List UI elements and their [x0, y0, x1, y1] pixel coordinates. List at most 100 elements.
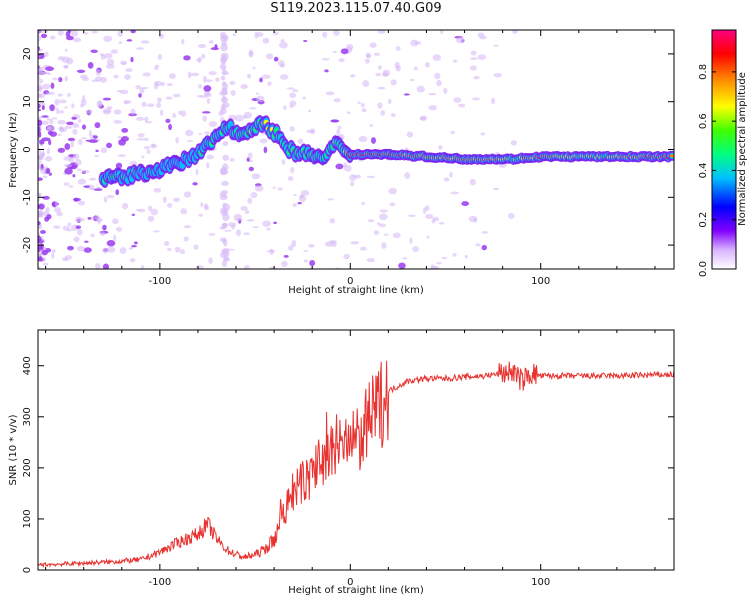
- spectrogram-noise-blob: [327, 198, 335, 201]
- spectrogram-artifact-blob: [220, 52, 226, 61]
- spectrogram-noise-blob: [141, 155, 145, 159]
- spectrogram-noise-blob: [409, 237, 413, 244]
- spectrogram-ridge: [98, 115, 674, 188]
- spectrogram-noise-blob: [42, 262, 49, 266]
- spectrogram-noise-blob: [252, 66, 256, 70]
- spectrogram-noise-blob: [255, 92, 260, 95]
- spectrogram-noise-blob: [181, 38, 185, 45]
- spectrogram-noise-blob: [87, 61, 94, 69]
- spectrogram-artifact-blob: [222, 141, 229, 146]
- spectrogram-noise-blob: [106, 246, 116, 253]
- spectrogram-noise-blob: [360, 246, 367, 251]
- spectrogram-noise-blob: [48, 172, 52, 176]
- spectrogram-noise-blob: [283, 105, 287, 111]
- spectrogram-noise-blob: [112, 218, 119, 225]
- spectrogram-noise-blob: [122, 202, 129, 210]
- spectrogram-noise-blob: [38, 93, 46, 99]
- spectrogram-noise-blob: [248, 166, 254, 172]
- spectrogram-noise-blob: [292, 203, 298, 208]
- spectrogram-noise-blob: [118, 41, 123, 45]
- spectrogram-noise-blob: [464, 254, 468, 259]
- spectrogram-noise-blob: [493, 73, 503, 78]
- spectrogram-noise-blob: [350, 73, 356, 78]
- spectrogram-y-tick-label: 0: [22, 146, 33, 152]
- spectrogram-noise-blob: [53, 225, 61, 229]
- spectrogram-artifact-blob: [221, 102, 230, 108]
- spectrogram-y-tick-label: 20: [22, 48, 33, 61]
- spectrogram-noise-blob: [287, 176, 294, 181]
- spectrogram-noise-blob: [175, 137, 179, 144]
- spectrogram-noise-blob: [39, 139, 45, 145]
- spectrogram-noise-blob: [140, 264, 145, 269]
- spectrogram-noise-blob: [76, 168, 82, 172]
- spectrogram-noise-blob: [140, 40, 150, 44]
- spectrogram-noise-blob: [81, 169, 90, 174]
- spectrogram-noise-blob: [102, 108, 112, 115]
- spectrogram-x-tick-label: 100: [531, 276, 550, 287]
- spectrogram-noise-blob: [147, 215, 155, 222]
- spectrogram-noise-blob: [38, 203, 45, 210]
- spectrogram-noise-blob: [82, 32, 89, 35]
- spectrogram-noise-blob: [76, 69, 86, 73]
- spectrogram-artifact-blob: [221, 95, 227, 103]
- spectrogram-noise-blob: [349, 174, 357, 182]
- spectrogram-noise-blob: [113, 74, 119, 79]
- spectrogram-noise-blob: [49, 118, 54, 125]
- spectrogram-noise-blob: [378, 65, 382, 70]
- spectrogram-noise-blob: [104, 52, 113, 59]
- spectrogram-noise-blob: [452, 252, 457, 257]
- spectrogram-noise-blob: [38, 30, 44, 34]
- spectrogram-noise-blob: [52, 77, 58, 81]
- spectrogram-noise-blob: [106, 240, 116, 247]
- spectrogram-noise-blob: [42, 175, 48, 179]
- spectrogram-noise-blob: [105, 63, 115, 69]
- spectrogram-noise-blob: [240, 84, 248, 90]
- spectrogram-noise-blob: [361, 201, 366, 205]
- spectrogram-artifact-blob: [222, 154, 229, 161]
- spectrogram-noise-blob: [166, 83, 173, 87]
- spectrogram-noise-blob: [131, 213, 135, 217]
- snr-y-tick-label: 200: [22, 458, 33, 477]
- spectrogram-noise-blob: [235, 114, 244, 122]
- spectrogram-noise-blob: [38, 89, 42, 93]
- spectrogram-noise-blob: [436, 80, 442, 87]
- spectrogram-noise-blob: [38, 78, 44, 84]
- spectrogram-noise-blob: [126, 39, 133, 42]
- spectrogram-noise-blob: [58, 76, 63, 83]
- spectrogram-noise-blob: [402, 257, 408, 260]
- spectrogram-noise-blob: [153, 82, 159, 90]
- spectrogram-noise-blob: [106, 58, 115, 66]
- spectrogram-noise-blob: [412, 245, 419, 253]
- spectrogram-noise-blob: [151, 143, 155, 148]
- spectrogram-noise-blob: [208, 40, 214, 44]
- spectrogram-noise-blob: [78, 138, 83, 146]
- spectrogram-noise-blob: [106, 195, 115, 199]
- spectrogram-noise-blob: [38, 235, 42, 243]
- spectrogram-noise-blob: [80, 98, 87, 106]
- spectrogram-noise-blob: [100, 147, 108, 154]
- spectrogram-noise-blob: [195, 168, 199, 176]
- spectrogram-noise-blob: [229, 80, 236, 85]
- spectrogram-noise-blob: [247, 197, 253, 204]
- spectrogram-noise-blob: [41, 33, 48, 39]
- spectrogram-noise-blob: [392, 232, 401, 239]
- spectrogram-noise-blob: [172, 197, 181, 202]
- spectrogram-artifact-blob: [220, 35, 227, 42]
- spectrogram-artifact-blob: [220, 75, 226, 81]
- spectrogram-noise-blob: [416, 85, 425, 93]
- spectrogram-noise-blob: [49, 104, 56, 112]
- spectrogram-noise-blob: [192, 182, 198, 186]
- spectrogram-noise-blob: [77, 119, 82, 123]
- spectrogram-noise-blob: [208, 233, 216, 236]
- spectrogram-noise-blob: [290, 166, 295, 174]
- spectrogram-noise-blob: [325, 91, 335, 96]
- snr-y-axis-label: SNR (10 * v/v): [8, 414, 19, 485]
- spectrogram-noise-blob: [190, 72, 200, 77]
- spectrogram-noise-blob: [139, 87, 145, 94]
- spectrogram-noise-blob: [67, 137, 76, 142]
- spectrogram-noise-blob: [426, 235, 430, 239]
- spectrogram-noise-blob: [99, 53, 105, 57]
- spectrogram-noise-blob: [167, 202, 173, 208]
- spectrogram-noise-blob: [64, 163, 73, 168]
